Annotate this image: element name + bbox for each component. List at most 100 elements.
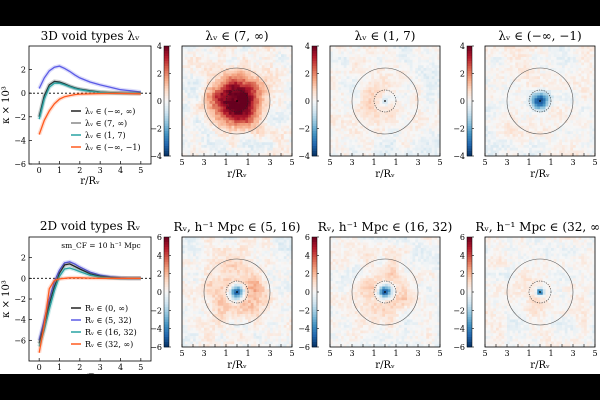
heatmap-cell xyxy=(529,125,533,129)
heatmap-cell xyxy=(187,90,191,94)
heatmap-cell xyxy=(401,112,405,116)
heatmap-cell xyxy=(212,59,216,63)
heatmap-cell xyxy=(526,136,530,140)
heatmap-cell xyxy=(418,59,422,63)
heatmap-cell xyxy=(567,54,571,58)
heatmap-cell xyxy=(556,106,560,110)
heatmap-cell xyxy=(396,73,400,77)
heatmap-cell xyxy=(352,92,356,96)
heatmap-cell xyxy=(190,131,194,135)
colorbar-segment xyxy=(164,123,169,127)
heatmap-cell xyxy=(553,114,557,118)
heatmap-cell xyxy=(382,136,386,140)
heatmap-cell xyxy=(289,62,293,66)
heatmap-cell xyxy=(509,101,513,105)
heatmap-cell xyxy=(523,125,527,129)
heatmap-cell xyxy=(515,98,519,102)
heatmap-cell xyxy=(390,90,394,94)
colorbar-segment xyxy=(312,96,317,99)
heatmap-cell xyxy=(562,117,566,121)
heatmap-cell xyxy=(234,62,238,66)
heatmap-cell xyxy=(261,145,265,149)
heatmap-cell xyxy=(190,120,194,124)
heatmap-cell xyxy=(239,131,243,135)
heatmap-cell xyxy=(496,112,500,116)
heatmap-cell xyxy=(193,128,197,132)
heatmap-cell xyxy=(551,145,555,149)
heatmap-cell xyxy=(523,92,527,96)
heatmap-cell xyxy=(278,46,282,50)
heatmap-cell xyxy=(548,73,552,77)
heatmap-cell xyxy=(250,109,254,113)
heatmap-cell xyxy=(407,48,411,52)
heatmap-cell xyxy=(231,59,235,63)
heatmap-cell xyxy=(390,131,394,135)
heatmap-cell xyxy=(341,101,345,105)
heatmap-cell xyxy=(253,125,257,129)
heatmap-cell xyxy=(275,139,279,143)
heatmap-cell xyxy=(534,136,538,140)
heatmap-cell xyxy=(343,51,347,55)
heatmap-cell xyxy=(589,68,593,72)
heatmap-cell xyxy=(487,101,491,105)
heatmap-cell xyxy=(283,150,287,154)
heatmap-cell xyxy=(429,112,433,116)
heatmap-cell xyxy=(409,147,413,151)
heatmap-cell xyxy=(272,147,276,151)
heatmap-cell xyxy=(368,76,372,80)
heatmap-cell xyxy=(272,112,276,116)
heatmap-cell xyxy=(231,73,235,77)
heatmap-cell xyxy=(537,46,541,50)
heatmap-cell xyxy=(289,95,293,99)
heatmap-cell xyxy=(341,142,345,146)
colorbar-segment xyxy=(164,83,169,87)
heatmap-cell xyxy=(212,46,216,50)
heatmap-cell xyxy=(374,139,378,143)
heatmap-cell xyxy=(501,136,505,140)
heatmap-cell xyxy=(586,68,590,72)
heatmap-cell xyxy=(343,62,347,66)
heatmap-cell xyxy=(493,54,497,58)
heatmap-cell xyxy=(217,48,221,52)
heatmap-cell xyxy=(261,59,265,63)
heatmap-cell xyxy=(195,51,199,55)
heatmap-cell xyxy=(245,81,249,85)
heatmap-cell xyxy=(330,46,334,50)
heatmap-cell xyxy=(487,139,491,143)
heatmap-cell xyxy=(190,59,194,63)
heatmap-cell xyxy=(415,95,419,99)
heatmap-cell xyxy=(352,112,356,116)
heatmap-cell xyxy=(215,153,219,157)
heatmap-cell xyxy=(418,101,422,105)
heatmap-cell xyxy=(264,131,268,135)
heatmap-cell xyxy=(556,114,560,118)
heatmap-cell xyxy=(523,70,527,74)
heatmap-cell xyxy=(429,109,433,113)
heatmap-cell xyxy=(592,84,596,88)
heatmap-cell xyxy=(281,120,285,124)
heatmap-cell xyxy=(420,81,424,85)
heatmap-cell xyxy=(393,136,397,140)
heatmap-cell xyxy=(573,65,577,69)
heatmap-cell xyxy=(272,59,276,63)
heatmap-cell xyxy=(496,92,500,96)
heatmap-cell xyxy=(237,114,241,118)
heatmap-cell xyxy=(281,139,285,143)
heatmap-cell xyxy=(193,62,197,66)
plot-frame xyxy=(28,45,152,165)
heatmap-cell xyxy=(504,142,508,146)
heatmap-cell xyxy=(217,90,221,94)
heatmap-cell xyxy=(338,106,342,110)
heatmap-cell xyxy=(551,51,555,55)
heatmap-cell xyxy=(182,101,186,105)
heatmap-cell xyxy=(586,62,590,66)
heatmap-cell xyxy=(553,79,557,83)
heatmap-cell xyxy=(540,125,544,129)
heatmap-cell xyxy=(556,81,560,85)
heatmap-cell xyxy=(564,136,568,140)
heatmap-cell xyxy=(515,120,519,124)
heatmap-cell xyxy=(412,131,416,135)
heatmap-cell xyxy=(365,81,369,85)
heatmap-cell xyxy=(401,123,405,127)
heatmap-cell xyxy=(581,136,585,140)
